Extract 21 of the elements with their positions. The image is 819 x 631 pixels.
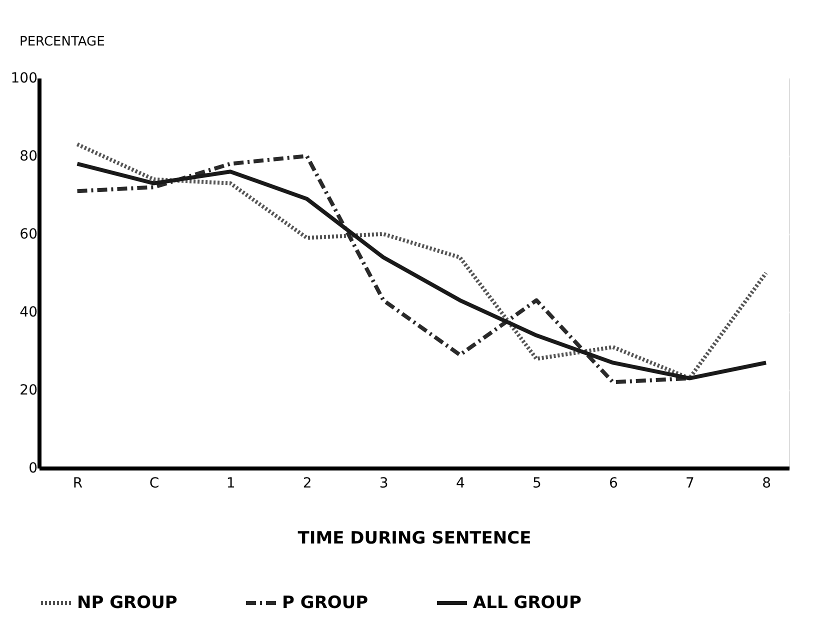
y-tick-label: 60 xyxy=(20,226,38,242)
x-tick-label: C xyxy=(149,476,160,492)
y-tick-label: 40 xyxy=(20,304,38,320)
y-tick-label: 80 xyxy=(20,148,38,164)
y-axis-title: PERCENTAGE xyxy=(20,34,105,50)
x-tick-label: 6 xyxy=(609,476,618,492)
x-axis-title: TIME DURING SENTENCE xyxy=(298,528,532,548)
legend-label: NP GROUP xyxy=(77,593,178,613)
x-tick-label: 2 xyxy=(302,476,312,492)
y-tick-label: 0 xyxy=(28,460,38,476)
legend-label: P GROUP xyxy=(282,593,368,613)
x-tick-label: R xyxy=(72,476,83,492)
x-tick-label: 3 xyxy=(379,476,388,492)
legend-label: ALL GROUP xyxy=(473,593,582,613)
x-tick-label: 8 xyxy=(762,476,771,492)
y-tick-label: 20 xyxy=(20,382,38,398)
y-tick-label: 100 xyxy=(10,70,38,86)
x-tick-label: 4 xyxy=(456,476,465,492)
x-tick-label: 1 xyxy=(226,476,236,492)
x-tick-label: 7 xyxy=(686,476,694,492)
x-tick-label: 5 xyxy=(532,476,542,492)
